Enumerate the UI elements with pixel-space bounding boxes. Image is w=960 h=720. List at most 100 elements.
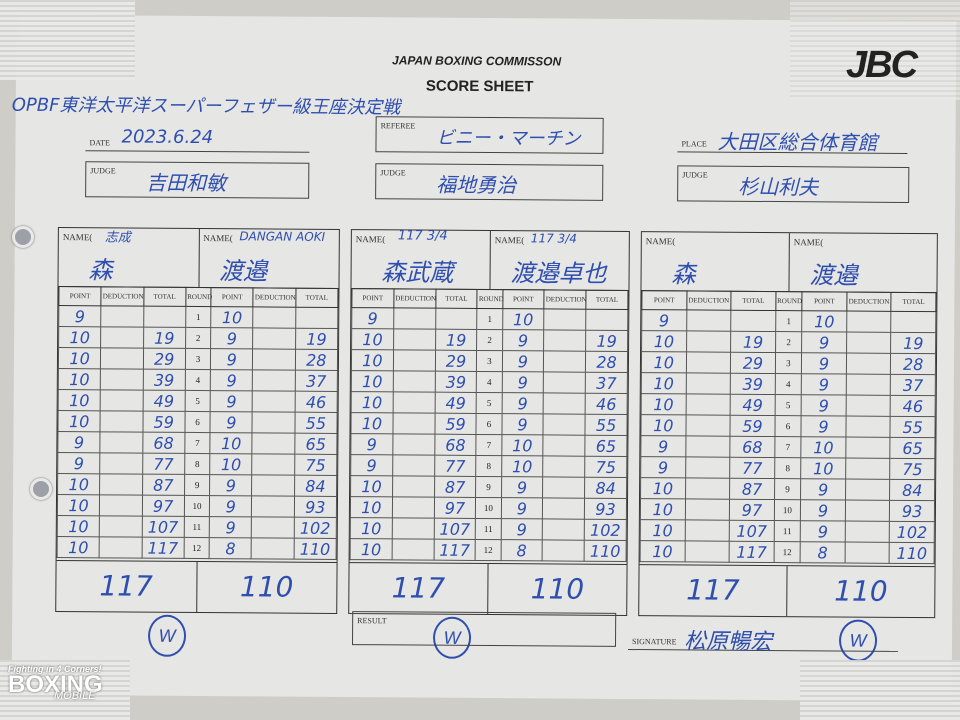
red-corner-name: NAME( 森 [641, 232, 790, 292]
red-point: 10 [58, 389, 101, 411]
tape-top-right [790, 0, 960, 100]
red-point: 9 [640, 456, 686, 478]
blue-point: 9 [500, 518, 543, 540]
blue-total: 46 [890, 395, 936, 417]
column-header: POINT [351, 288, 394, 308]
red-point: 9 [350, 454, 393, 476]
judge-scorecard: NAME( 志成 森 NAME( DANGAN AOKI 渡邉 POINT DED… [55, 227, 340, 657]
blue-final-total: 110 [834, 574, 888, 608]
table-row: 10 97 10 9 93 [350, 496, 627, 520]
table-row: 10 97 10 9 93 [640, 498, 935, 522]
blue-deduction [543, 434, 586, 457]
blue-point: 9 [801, 415, 846, 438]
column-header: TOTAL [143, 287, 186, 307]
blue-total: 75 [890, 458, 935, 480]
red-point: 10 [640, 477, 686, 499]
red-deduction [393, 349, 436, 372]
blue-deduction [252, 411, 295, 434]
red-point: 10 [640, 414, 686, 436]
red-total: 117 [729, 541, 774, 563]
blue-point: 10 [800, 457, 846, 480]
tape-top-left [0, 0, 135, 80]
blue-deduction [542, 518, 585, 541]
result-label: RESULT [357, 616, 387, 626]
blue-deduction [543, 350, 586, 373]
red-point: 9 [57, 431, 101, 453]
blue-deduction [846, 311, 892, 333]
score-table: POINT DEDUCTION TOTAL ROUND POINT DEDUCTION TO… [57, 286, 339, 560]
blue-total: 84 [294, 475, 337, 497]
round-number: 11 [184, 516, 210, 538]
red-point: 10 [641, 330, 687, 352]
red-point: 9 [351, 307, 394, 329]
blue-deduction [846, 374, 891, 396]
red-total: 59 [730, 415, 775, 437]
table-row: 10 39 4 9 37 [641, 372, 936, 396]
blue-final-total: 110 [530, 572, 585, 606]
table-row: 10 59 6 9 55 [640, 414, 936, 438]
red-total: 87 [729, 478, 775, 500]
blue-total: 110 [889, 542, 935, 564]
red-final-total: 117 [56, 561, 198, 613]
blue-corner-name: NAME( DANGAN AOKI 渡邉 [199, 229, 339, 288]
blue-point: 8 [800, 541, 846, 564]
red-deduction [393, 370, 436, 393]
red-total: 19 [143, 327, 186, 349]
name-label: NAME( [645, 236, 676, 247]
table-row: 10 117 12 8 110 [57, 536, 337, 560]
date-value: 2023.6.24 [121, 126, 214, 149]
blue-deduction [252, 327, 296, 350]
blue-point: 10 [209, 432, 253, 454]
table-row: 9 68 7 10 65 [640, 435, 935, 459]
column-header: POINT [502, 289, 545, 309]
blue-total [891, 311, 936, 333]
name-label: NAME( [62, 232, 93, 243]
red-total: 59 [434, 413, 477, 435]
red-deduction [100, 431, 143, 454]
round-number: 12 [475, 539, 501, 561]
blue-total: 102 [584, 519, 627, 541]
round-number: 6 [476, 413, 502, 435]
red-deduction [393, 328, 436, 351]
round-number: 8 [476, 455, 502, 477]
red-point: 9 [641, 309, 687, 331]
red-name-note: 117 3/4 [397, 228, 448, 244]
red-point: 10 [640, 540, 685, 562]
red-point: 10 [350, 475, 393, 497]
jbc-logo: JBC [846, 44, 918, 86]
round-number: 4 [476, 371, 502, 393]
blue-total: 46 [294, 391, 338, 413]
blue-total: 37 [294, 370, 338, 392]
red-point: 10 [58, 368, 101, 390]
column-header: DEDUCTION [544, 289, 587, 310]
red-total: 49 [434, 392, 477, 414]
blue-deduction [845, 416, 891, 438]
blue-deduction [845, 500, 890, 522]
red-deduction [99, 515, 142, 538]
red-total [143, 306, 186, 328]
table-row: 10 59 6 9 55 [350, 412, 628, 436]
red-point: 9 [58, 305, 102, 327]
referee-field: REFEREE ビニー・マーチン [375, 116, 604, 154]
blue-name: 渡邉卓也 [510, 259, 607, 288]
red-total: 39 [730, 373, 776, 395]
table-row: 10 117 12 8 110 [350, 538, 627, 562]
blue-total [585, 309, 628, 331]
blue-total: 65 [890, 437, 935, 459]
blue-point: 10 [209, 453, 253, 475]
blue-total: 55 [294, 412, 338, 434]
red-total: 68 [142, 432, 185, 454]
red-point: 10 [57, 494, 100, 516]
red-total: 107 [141, 516, 185, 538]
blue-total [295, 307, 338, 329]
judge-name: 福地勇治 [436, 172, 517, 198]
blue-deduction [542, 497, 585, 520]
blue-total: 46 [585, 393, 628, 415]
blue-deduction [251, 474, 295, 497]
red-deduction [100, 347, 144, 370]
red-point: 10 [58, 326, 101, 348]
round-number: 6 [774, 415, 802, 437]
blue-total: 28 [585, 351, 628, 373]
column-header: POINT [802, 291, 847, 312]
blue-final-total: 110 [239, 570, 294, 604]
